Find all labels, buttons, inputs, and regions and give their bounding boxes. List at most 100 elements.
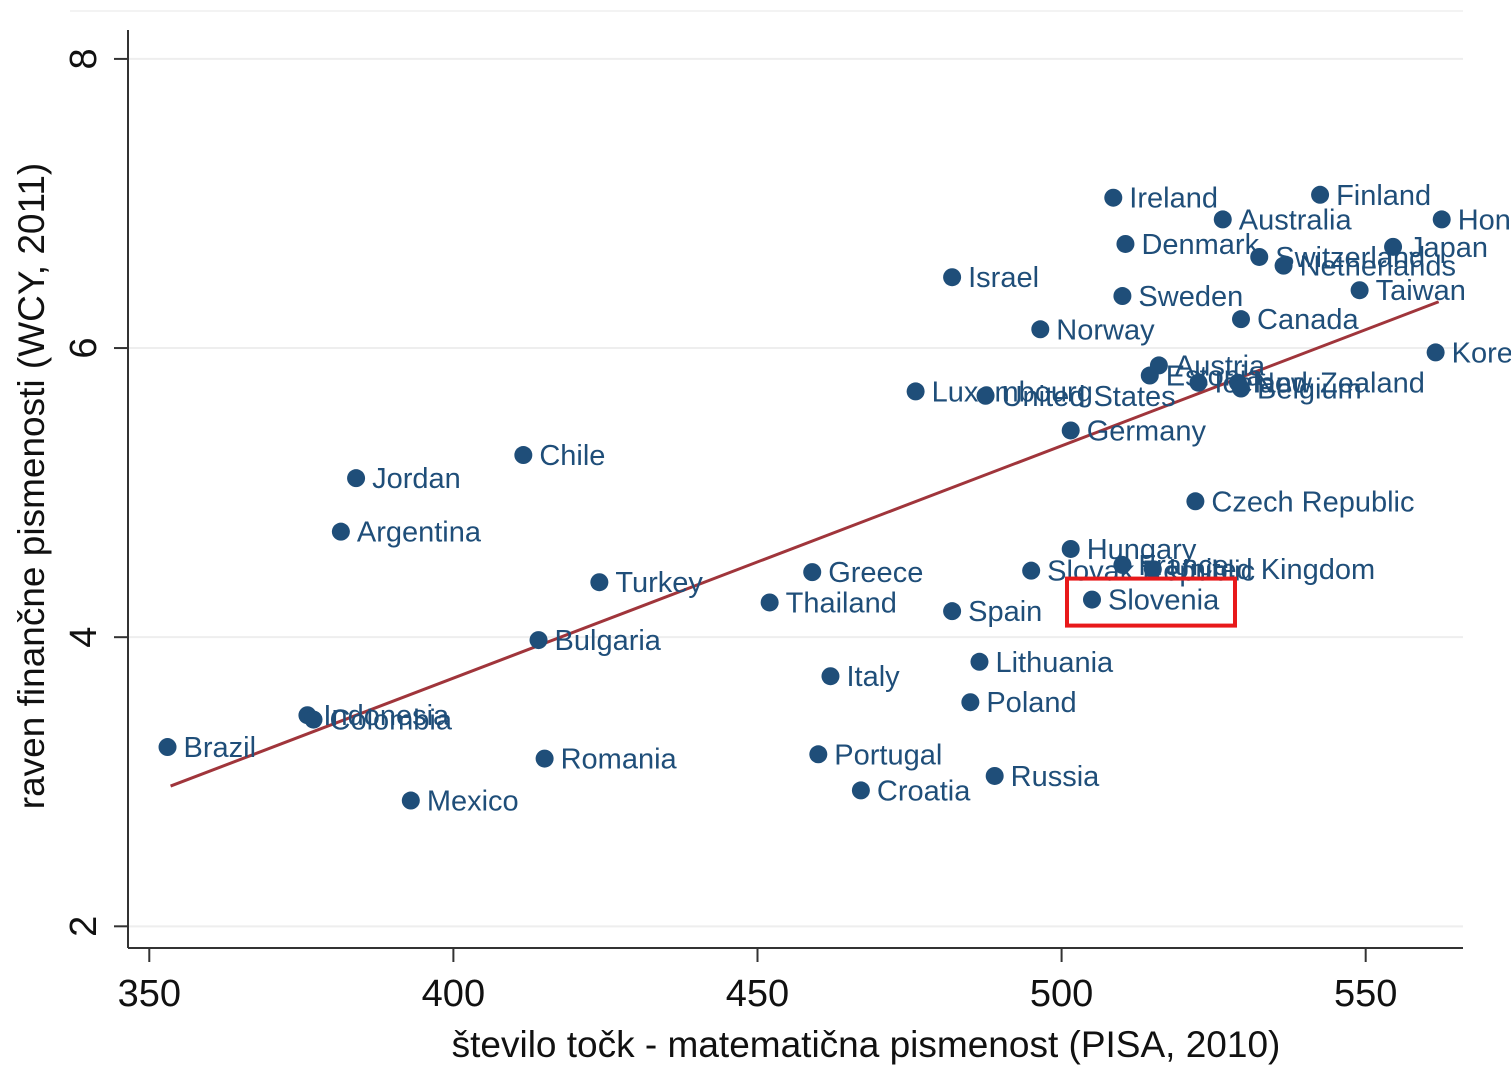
point-label-slovenia: Slovenia bbox=[1108, 585, 1220, 617]
point-denmark bbox=[1116, 234, 1135, 253]
point-croatia bbox=[851, 781, 870, 800]
point-label-italy: Italy bbox=[846, 661, 900, 693]
point-australia bbox=[1213, 210, 1232, 229]
point-label-spain: Spain bbox=[968, 596, 1042, 628]
point-slovenia bbox=[1082, 590, 1101, 609]
point-austria bbox=[1149, 356, 1168, 375]
point-label-finland: Finland bbox=[1336, 180, 1431, 212]
y-axis-ticks: 2 4 6 8 bbox=[63, 48, 128, 937]
point-label-norway: Norway bbox=[1056, 314, 1155, 346]
point-label-austria: Austria bbox=[1175, 350, 1266, 382]
point-ireland bbox=[1104, 188, 1123, 207]
point-norway bbox=[1031, 320, 1050, 339]
point-label-thailand: Thailand bbox=[786, 587, 897, 619]
point-belgium bbox=[1232, 379, 1251, 398]
point-turkey bbox=[590, 573, 609, 592]
highlight-box bbox=[1064, 576, 1237, 628]
point-italy bbox=[821, 667, 840, 686]
point-luxembourg bbox=[906, 382, 925, 401]
x-axis-title: število točk - matematična pismenost (PI… bbox=[452, 1024, 1281, 1065]
point-label-canada: Canada bbox=[1257, 304, 1359, 336]
y-axis-title: raven finančne pismenosti (WCY, 2011) bbox=[11, 163, 52, 809]
point-thailand bbox=[760, 593, 779, 612]
point-bulgaria bbox=[529, 631, 548, 650]
point-jordan bbox=[347, 469, 366, 488]
point-mexico bbox=[401, 791, 420, 810]
point-united-states bbox=[976, 386, 995, 405]
point-label-bulgaria: Bulgaria bbox=[555, 625, 662, 657]
point-france bbox=[1113, 555, 1132, 574]
point-label-taiwan: Taiwan bbox=[1376, 275, 1466, 307]
point-slovak-republic bbox=[1022, 561, 1041, 580]
point-label-turkey: Turkey bbox=[615, 567, 703, 599]
point-greece bbox=[803, 563, 822, 582]
point-chile bbox=[514, 446, 533, 465]
point-colombia bbox=[304, 710, 323, 729]
point-label-denmark: Denmark bbox=[1141, 229, 1259, 261]
point-label-korea: Korea bbox=[1452, 337, 1511, 369]
point-label-hong-kong: Hong Kong bbox=[1458, 204, 1511, 236]
point-label-argentina: Argentina bbox=[357, 517, 482, 549]
x-tick-label-3: 500 bbox=[1030, 973, 1093, 1015]
point-label-poland: Poland bbox=[986, 687, 1076, 719]
y-tick-label-3: 8 bbox=[63, 48, 105, 69]
y-tick-label-2: 6 bbox=[63, 337, 105, 358]
x-axis-ticks: 350 400 450 500 550 bbox=[118, 948, 1397, 1015]
point-iceland bbox=[1189, 373, 1208, 392]
point-label-greece: Greece bbox=[828, 557, 923, 589]
point-label-romania: Romania bbox=[561, 744, 678, 776]
point-label-australia: Australia bbox=[1239, 204, 1353, 236]
x-tick-label-0: 350 bbox=[118, 973, 181, 1015]
point-canada bbox=[1232, 310, 1251, 329]
point-label-germany: Germany bbox=[1087, 415, 1207, 447]
point-label-united-states: United States bbox=[1002, 381, 1176, 413]
x-tick-label-4: 550 bbox=[1334, 973, 1397, 1015]
point-label-belgium: Belgium bbox=[1257, 374, 1362, 406]
point-romania bbox=[535, 749, 554, 768]
point-hungary bbox=[1061, 539, 1080, 558]
point-label-netherlands: Netherlands bbox=[1300, 251, 1456, 283]
point-argentina bbox=[331, 522, 350, 541]
point-taiwan bbox=[1350, 281, 1369, 300]
point-brazil bbox=[158, 738, 177, 757]
point-lithuania bbox=[970, 652, 989, 671]
point-label-russia: Russia bbox=[1011, 761, 1101, 793]
point-germany bbox=[1061, 421, 1080, 440]
point-label-portugal: Portugal bbox=[834, 739, 942, 771]
point-czech-republic bbox=[1186, 492, 1205, 511]
point-label-lithuania: Lithuania bbox=[995, 647, 1114, 679]
point-label-jordan: Jordan bbox=[372, 463, 461, 495]
y-tick-label-1: 4 bbox=[63, 627, 105, 648]
point-korea bbox=[1426, 343, 1445, 362]
point-label-united-kingdom: United Kingdom bbox=[1169, 554, 1375, 586]
point-portugal bbox=[809, 745, 828, 764]
point-netherlands bbox=[1274, 256, 1293, 275]
x-tick-label-1: 400 bbox=[422, 973, 485, 1015]
point-united-kingdom bbox=[1143, 560, 1162, 579]
point-hong-kong bbox=[1432, 210, 1451, 229]
point-label-israel: Israel bbox=[968, 262, 1039, 294]
point-label-brazil: Brazil bbox=[184, 732, 257, 764]
point-label-hungary: Hungary bbox=[1087, 534, 1197, 566]
y-tick-label-0: 2 bbox=[63, 916, 105, 937]
grid bbox=[70, 10, 1463, 928]
point-label-croatia: Croatia bbox=[877, 775, 971, 807]
point-label-new-zealand: New Zealand bbox=[1254, 368, 1425, 400]
fit-line bbox=[170, 300, 1440, 788]
point-finland bbox=[1311, 185, 1330, 204]
point-label-japan: Japan bbox=[1409, 232, 1488, 264]
point-russia bbox=[985, 766, 1004, 785]
point-label-chile: Chile bbox=[539, 440, 605, 472]
point-poland bbox=[961, 693, 980, 712]
point-label-luxembourg: Luxembourg bbox=[932, 376, 1093, 408]
point-spain bbox=[943, 602, 962, 621]
point-label-mexico: Mexico bbox=[427, 786, 519, 818]
point-label-sweden: Sweden bbox=[1138, 281, 1243, 313]
point-israel bbox=[943, 268, 962, 287]
point-label-colombia: Colombia bbox=[330, 705, 453, 737]
point-switzerland bbox=[1250, 247, 1269, 266]
point-japan bbox=[1384, 237, 1403, 256]
x-tick-label-2: 450 bbox=[726, 973, 789, 1015]
